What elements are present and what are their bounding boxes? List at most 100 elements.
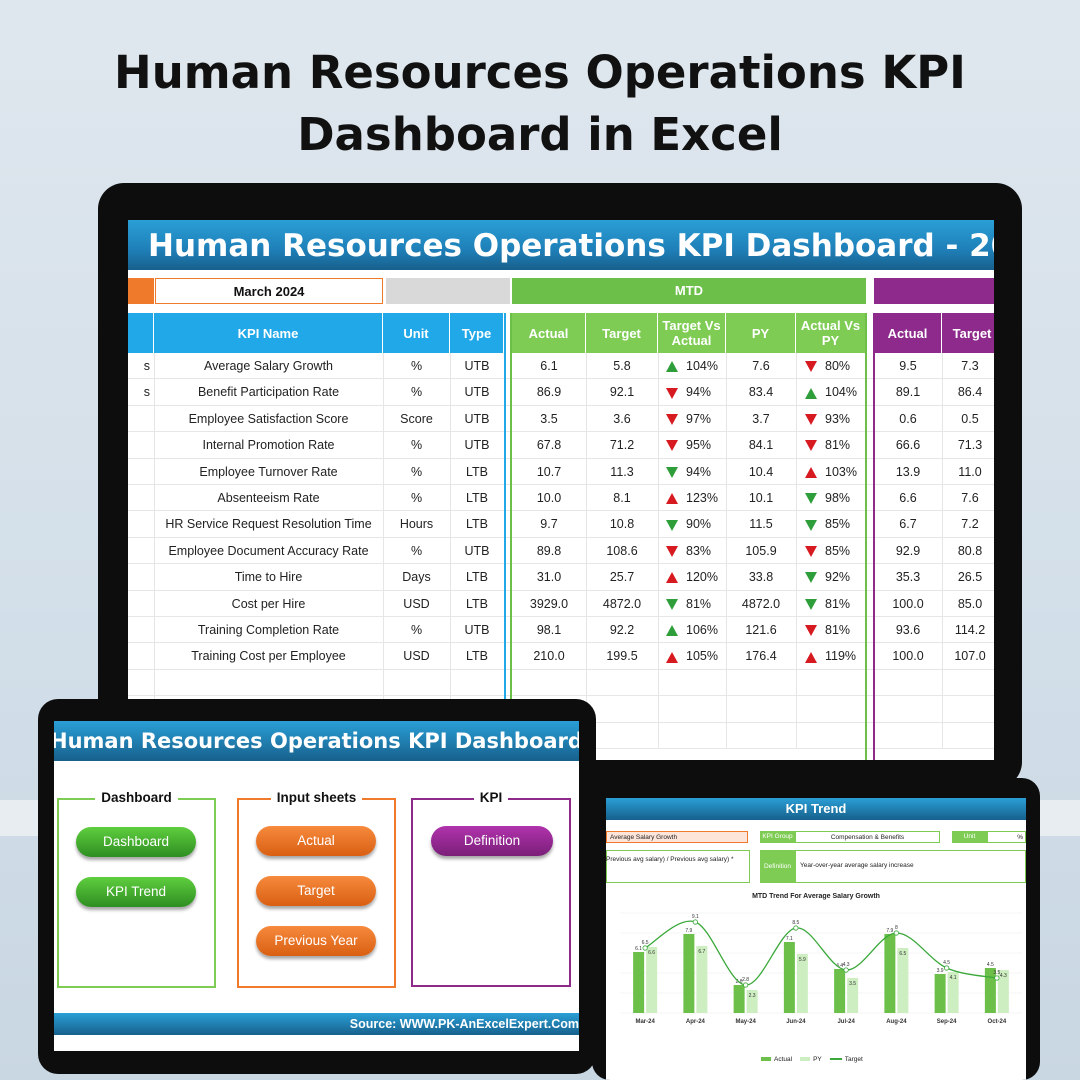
type-cell: UTB xyxy=(464,359,490,373)
grid-line xyxy=(450,458,451,485)
bar-actual xyxy=(733,985,745,1013)
grid-line xyxy=(796,458,797,485)
ytd-actual-cell: 6.7 xyxy=(899,517,917,532)
green-section-border-right xyxy=(865,313,867,760)
unit-cell: % xyxy=(410,464,423,479)
percent-value: 104% xyxy=(686,359,718,373)
target-vs-actual-cell: 123% xyxy=(658,485,726,511)
target-point-label: 8 xyxy=(895,925,898,931)
nav-button-target[interactable]: Target xyxy=(256,876,376,906)
definition-label: Definition xyxy=(760,850,795,883)
ytd-target-cell: 7.6 xyxy=(961,491,979,505)
grid-line xyxy=(154,458,155,485)
table-row: Training Completion Rate% UTB 98.1 92.2 106%… xyxy=(128,617,994,644)
percent-value: 81% xyxy=(825,623,851,637)
unit-cell: % xyxy=(410,385,423,400)
monitor-frame: Human Resources Operations KPI Dashboard… xyxy=(98,183,1022,788)
grid-line xyxy=(383,643,384,670)
arrow-down-icon xyxy=(805,598,817,610)
kpi-name-cell: Employee Turnover Rate xyxy=(199,464,338,479)
grid-line xyxy=(658,669,659,696)
grid-line xyxy=(383,511,384,538)
bar-py-label: 6.6 xyxy=(648,950,655,956)
trend-chart: 6.1 6.6 Mar-24 7.9 6.7 Apr-24 2.8 2.3 May-24 7.1 5… xyxy=(620,912,1022,1025)
target-vs-actual-cell: 106% xyxy=(658,617,726,643)
table-row: HR Service Request Resolution Time Hours L… xyxy=(128,511,994,538)
bar-actual-label: 4.5 xyxy=(987,962,994,968)
grid-line xyxy=(154,485,155,511)
mtd-actual-cell: 89.8 xyxy=(536,543,562,558)
grid-line xyxy=(383,617,384,643)
mtd-target-cell: 92.2 xyxy=(609,623,635,637)
bar-py-label: 2.3 xyxy=(749,993,756,999)
grid-line xyxy=(726,537,727,564)
nav-button-definition[interactable]: Definition xyxy=(431,826,553,856)
actual-vs-py-cell: 119% xyxy=(796,643,866,669)
target-point xyxy=(843,967,849,973)
percent-value: 98% xyxy=(825,491,851,505)
ytd-actual-cell: 93.6 xyxy=(895,623,921,637)
target-vs-actual-cell: 90% xyxy=(658,511,726,537)
target-vs-actual-cell: 81% xyxy=(658,591,726,617)
grid-line xyxy=(586,537,587,564)
kpi-selector[interactable]: Average Salary Growth xyxy=(606,831,748,843)
nav-button-actual[interactable]: Actual xyxy=(256,826,376,856)
kpi-group-value: Compensation & Benefits xyxy=(795,831,940,843)
mtd-actual-cell: 9.7 xyxy=(540,517,558,532)
grid-line xyxy=(154,590,155,617)
mtd-target-cell: 5.8 xyxy=(613,359,631,373)
grid-line xyxy=(658,379,659,406)
arrow-up-icon xyxy=(666,651,678,663)
grid-line xyxy=(942,696,943,723)
ytd-actual-cell: 92.9 xyxy=(895,543,921,558)
unit-value: % xyxy=(987,831,1026,843)
grid-line xyxy=(726,353,727,379)
arrow-down-icon xyxy=(805,361,817,373)
target-point-label: 4.5 xyxy=(943,960,950,966)
grid-line xyxy=(383,590,384,617)
grid-line xyxy=(726,432,727,459)
percent-value: 81% xyxy=(686,596,712,611)
x-tick-label: Oct-24 xyxy=(988,1019,1007,1025)
bar-py-label: 6.5 xyxy=(899,951,906,957)
nav-button-kpi-trend[interactable]: KPI Trend xyxy=(76,877,196,907)
input-panel-title: Input sheets xyxy=(239,790,394,805)
arrow-up-icon xyxy=(666,361,678,373)
ytd-target-cell: 80.8 xyxy=(957,543,983,558)
grid-line xyxy=(586,458,587,485)
x-tick-label: Jul-24 xyxy=(837,1019,855,1025)
grid-line xyxy=(383,537,384,564)
grid-line xyxy=(942,722,943,749)
target-vs-actual-cell: 105% xyxy=(658,643,726,669)
grid-line xyxy=(383,379,384,406)
grid-line xyxy=(450,485,451,511)
green-section-border-left xyxy=(510,313,512,760)
grid-line xyxy=(450,405,451,432)
nav-button-dashboard[interactable]: Dashboard xyxy=(76,827,196,857)
grid-line xyxy=(586,590,587,617)
grid-line xyxy=(796,722,797,749)
bar-py xyxy=(696,946,708,1013)
py-cell: 105.9 xyxy=(745,543,777,558)
target-point xyxy=(743,982,749,988)
month-selector[interactable]: March 2024 xyxy=(155,278,383,304)
kpi-name-cell: Internal Promotion Rate xyxy=(202,438,335,453)
percent-value: 81% xyxy=(825,596,851,611)
ytd-actual-cell: 35.3 xyxy=(895,570,921,585)
grid-line xyxy=(726,379,727,406)
ytd-target-cell: 71.3 xyxy=(957,438,983,453)
bar-py-label: 5.9 xyxy=(799,957,806,963)
percent-value: 81% xyxy=(825,438,851,453)
ytd-actual-cell: 13.9 xyxy=(895,464,921,479)
bar-actual-label: 6.1 xyxy=(635,946,642,952)
table-row: Employee Document Accuracy Rate% UTB 89.8 1… xyxy=(128,537,994,565)
x-tick-label: Mar-24 xyxy=(635,1019,655,1025)
blue-section-border xyxy=(504,313,506,760)
col-header-actual-vs-py: Actual Vs PY xyxy=(796,313,866,353)
nav-button-previous-year[interactable]: Previous Year xyxy=(256,926,376,956)
x-tick-label: Sep-24 xyxy=(937,1019,957,1025)
grid-line xyxy=(383,353,384,379)
grid-line xyxy=(942,590,943,617)
actual-vs-py-cell: 81% xyxy=(796,617,866,643)
arrow-down-icon xyxy=(666,387,678,399)
